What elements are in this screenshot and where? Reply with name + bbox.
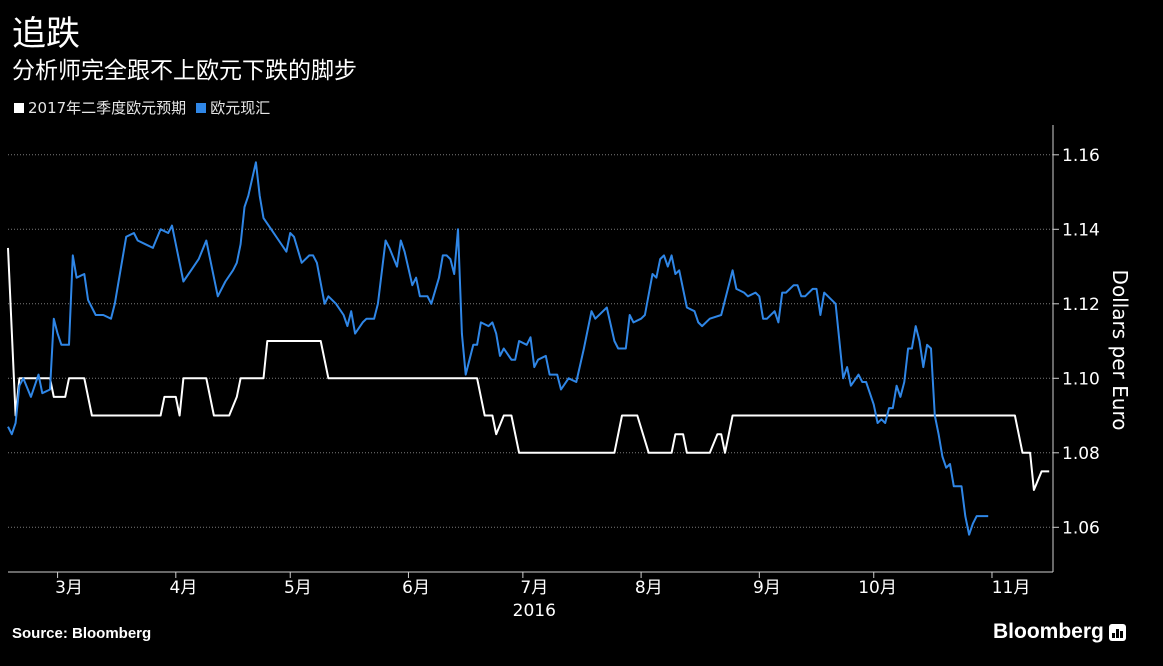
y-tick-label: 1.14 [1062, 220, 1100, 240]
x-tick-label: 4月 [170, 578, 198, 598]
chart-title: 追跌 [12, 14, 80, 54]
legend-label-forecast: 2017年二季度欧元预期 [28, 99, 187, 117]
brand-name: Bloomberg [993, 620, 1104, 643]
y-tick-label: 1.16 [1062, 146, 1100, 166]
x-tick-label: 5月 [284, 578, 312, 598]
legend-label-spot: 欧元现汇 [210, 99, 271, 117]
x-tick-label: 8月 [635, 578, 663, 598]
legend-item-spot: 欧元现汇 [196, 97, 270, 118]
chart-subtitle: 分析师完全跟不上欧元下跌的脚步 [12, 58, 357, 84]
x-tick-label: 10月 [858, 578, 897, 598]
brand-logo: Bloomberg [993, 620, 1126, 644]
y-tick-label: 1.12 [1062, 295, 1100, 315]
forecast-series-line [7, 247, 1050, 491]
bar-chart-icon [1108, 623, 1126, 641]
x-tick-label: 3月 [55, 578, 83, 598]
y-tick-label: 1.06 [1062, 518, 1100, 538]
legend: 2017年二季度欧元预期 欧元现汇 [14, 97, 280, 118]
x-tick-label: 11月 [992, 578, 1031, 598]
y-tick-label: 1.08 [1062, 444, 1100, 464]
source-note: Source: Bloomberg [12, 625, 152, 642]
legend-swatch-forecast [14, 102, 24, 113]
x-tick-label: 7月 [520, 578, 548, 598]
legend-swatch-spot [196, 102, 207, 113]
y-axis-title: Dollars per Euro [1108, 270, 1132, 431]
x-tick-label: 6月 [402, 578, 430, 598]
legend-item-forecast: 2017年二季度欧元预期 [14, 97, 186, 118]
y-tick-label: 1.10 [1062, 369, 1100, 389]
x-year-label: 2016 [513, 601, 556, 621]
x-tick-label: 9月 [753, 578, 781, 598]
spot-series-line [7, 161, 989, 536]
